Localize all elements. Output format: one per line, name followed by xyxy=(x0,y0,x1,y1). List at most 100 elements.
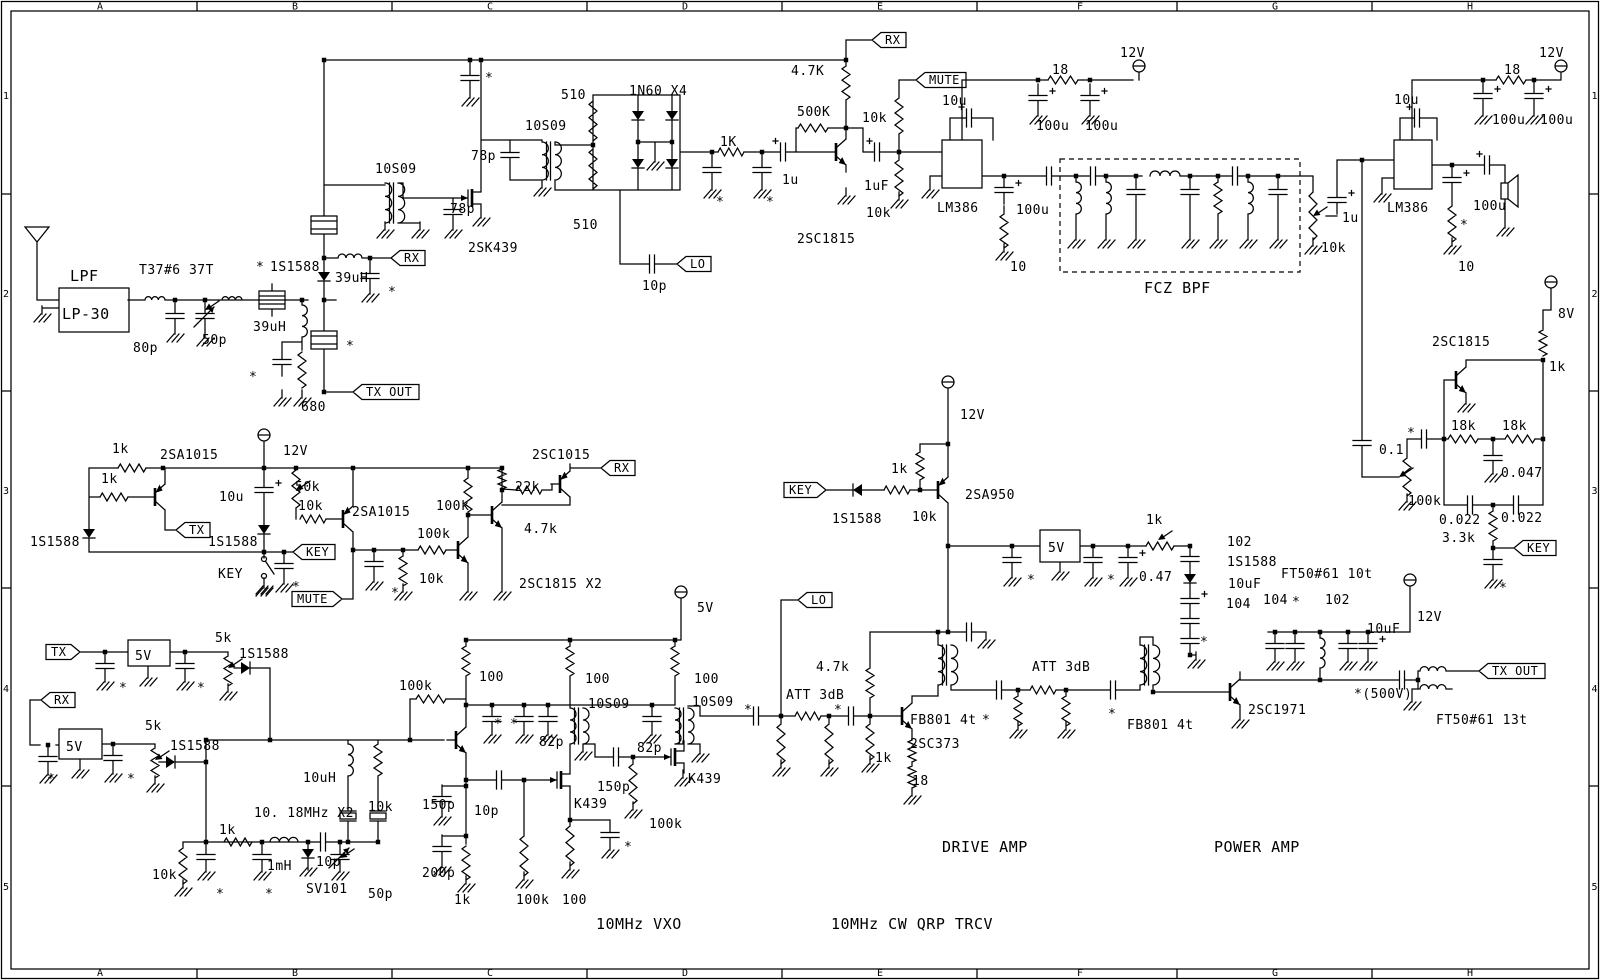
component-label: 12V xyxy=(1539,46,1564,61)
component-label: 18 xyxy=(1052,63,1069,78)
grid-letter: B xyxy=(292,2,299,13)
net-tag-tx: TX xyxy=(189,523,205,537)
component-label: 10S09 xyxy=(588,697,630,712)
component-label: 100k xyxy=(516,893,549,908)
component-label: * xyxy=(766,195,774,210)
component-label: * xyxy=(292,580,300,595)
component-label: * xyxy=(624,840,632,855)
grid-letter: H xyxy=(1467,968,1474,979)
component-label: 100k xyxy=(649,817,682,832)
component-label: 150p xyxy=(422,798,455,813)
component-label: 2SC1815 xyxy=(797,232,855,247)
component-label: 2SA1015 xyxy=(352,505,410,520)
component-label: * xyxy=(1499,581,1507,596)
component-label: 78p xyxy=(450,202,475,217)
component-label: 2SA950 xyxy=(965,488,1015,503)
component-label: 680 xyxy=(301,400,326,415)
component-label: * xyxy=(346,339,354,354)
component-label: 10k xyxy=(1321,241,1346,256)
component-label: LM386 xyxy=(937,201,979,216)
component-label: K439 xyxy=(688,772,721,787)
component-label: 3.3k xyxy=(1442,531,1475,546)
grid-letter: G xyxy=(1272,2,1279,13)
component-label: 200p xyxy=(422,866,455,881)
grid-letter: C xyxy=(487,2,494,13)
component-label: 10S09 xyxy=(525,119,567,134)
component-label: 50p xyxy=(368,887,393,902)
component-label: 0.047 xyxy=(1501,466,1543,481)
component-label: 82p xyxy=(539,735,564,750)
component-label: 102 xyxy=(1227,535,1252,550)
component-label: 100 xyxy=(562,893,587,908)
component-label: 104 xyxy=(1226,597,1251,612)
component-label: 1N60 X4 xyxy=(629,84,687,99)
component-label: * xyxy=(485,71,493,86)
component-label: 1mH xyxy=(267,859,292,874)
grid-letter: F xyxy=(1077,2,1084,13)
component-label: 2SC1815 xyxy=(1432,335,1490,350)
component-label: 100u xyxy=(1016,203,1049,218)
net-tag-lo: LO xyxy=(811,593,826,607)
component-label: * xyxy=(391,586,399,601)
component-label: 1K xyxy=(720,135,737,150)
component-label: 1S1588 xyxy=(1227,555,1277,570)
grid-letter: 5 xyxy=(3,882,10,893)
component-label: 12V xyxy=(283,444,308,459)
net-tag-rx: RX xyxy=(404,251,420,265)
component-label: * xyxy=(388,285,396,300)
component-label: 10u xyxy=(1394,93,1419,108)
component-label: 80p xyxy=(133,341,158,356)
component-label: 10k xyxy=(862,111,887,126)
component-label: 100u xyxy=(1492,113,1525,128)
component-label: * xyxy=(127,772,135,787)
component-label: 50k xyxy=(295,480,320,495)
grid-letter: 2 xyxy=(3,289,10,300)
component-label: 100u xyxy=(1473,199,1506,214)
component-label: 1u xyxy=(1342,211,1359,226)
component-label: 2SA1015 xyxy=(160,448,218,463)
component-label: * xyxy=(982,713,990,728)
grid-letter: F xyxy=(1077,968,1084,979)
component-label: 10 xyxy=(1010,260,1027,275)
component-label: 0.1 xyxy=(1379,443,1404,458)
component-label: 10k xyxy=(298,499,323,514)
component-label: 18k xyxy=(1502,419,1527,434)
component-label: 5k xyxy=(145,719,162,734)
grid-letter: B xyxy=(292,968,299,979)
grid-letter: G xyxy=(1272,968,1279,979)
component-label: 12V xyxy=(1417,610,1442,625)
component-label: * xyxy=(716,195,724,210)
component-label: 12V xyxy=(1120,46,1145,61)
component-label: * xyxy=(1460,218,1468,233)
grid-letter: 1 xyxy=(1592,91,1599,102)
grid-letter: E xyxy=(877,2,884,13)
section-title: 10MHz VXO xyxy=(596,915,682,933)
component-label: 100k xyxy=(417,527,450,542)
grid-letter: D xyxy=(682,968,689,979)
component-label: 1k xyxy=(1549,360,1566,375)
component-label: LM386 xyxy=(1387,201,1429,216)
component-label: FB801 4t xyxy=(1127,718,1194,733)
component-label: 500K xyxy=(797,105,830,120)
net-tag-tx-out: TX OUT xyxy=(1492,664,1538,678)
component-label: 82p xyxy=(637,741,662,756)
grid-letter: 1 xyxy=(3,91,10,102)
component-label: 4.7K xyxy=(791,64,824,79)
component-label: K439 xyxy=(574,797,607,812)
component-label: 150p xyxy=(597,780,630,795)
component-label: 100 xyxy=(694,672,719,687)
component-label: 100 xyxy=(479,670,504,685)
section-title: 10MHz CW QRP TRCV xyxy=(831,915,993,933)
component-label: 10S09 xyxy=(692,695,734,710)
grid-letter: 4 xyxy=(3,684,10,695)
component-label: 10k xyxy=(368,800,393,815)
component-label: 0.022 xyxy=(1439,513,1481,528)
net-tag-mute: MUTE xyxy=(929,73,960,87)
grid-letter: A xyxy=(97,2,104,13)
section-title: LP-30 xyxy=(62,305,110,323)
component-label: 1S1588 xyxy=(30,535,80,550)
grid-letter: D xyxy=(682,2,689,13)
component-label: 5V xyxy=(135,649,152,664)
